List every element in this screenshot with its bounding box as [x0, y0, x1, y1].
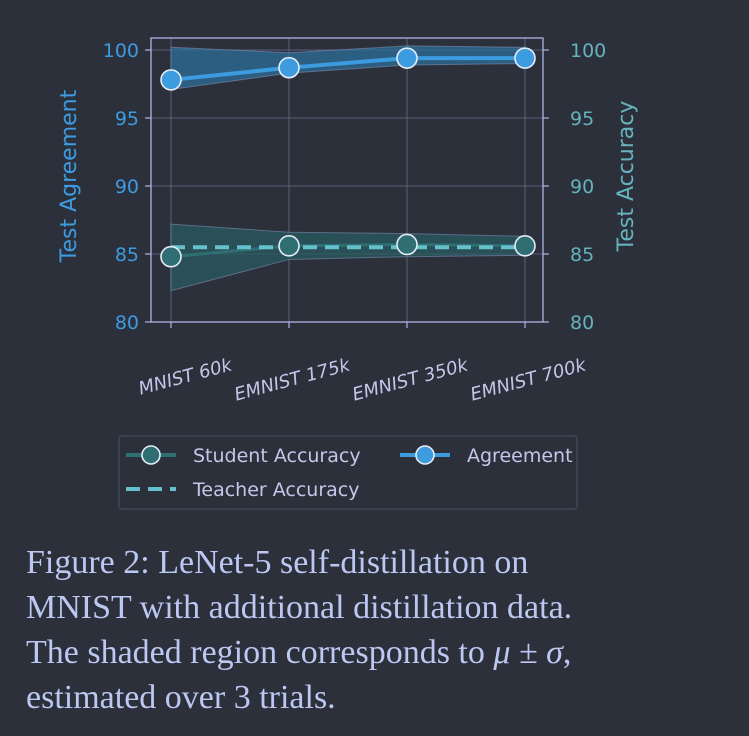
legend-label-agreement: Agreement	[467, 445, 573, 467]
caption-line-3: The shaded region corresponds to μ ± σ,	[26, 630, 726, 675]
x-tick-label: EMNIST 700k	[468, 354, 590, 405]
legend-frame	[118, 435, 578, 510]
legend-marker-student-accuracy	[141, 445, 161, 465]
series-lines	[170, 56, 526, 259]
line-student-accuracy	[170, 242, 526, 259]
point-agreement	[160, 69, 182, 91]
point-student-accuracy	[278, 235, 300, 257]
point-agreement	[396, 47, 418, 69]
legend-marker-agreement	[415, 445, 435, 465]
x-tick-label: EMNIST 350k	[350, 354, 472, 405]
y-axis-label-right: Test Accuracy	[614, 101, 639, 253]
y-tick-label-left: 85	[115, 244, 139, 266]
y-tick-label-right: 95	[570, 108, 594, 130]
x-tick-label: EMNIST 175k	[232, 354, 354, 405]
point-student-accuracy	[514, 235, 536, 257]
band-student-accuracy	[170, 223, 526, 292]
caption-line-3-text: The shaded region corresponds to	[26, 634, 494, 671]
caption-line-4: estimated over 3 trials.	[26, 679, 336, 716]
band-agreement	[170, 45, 526, 91]
y-tick-label-left: 100	[103, 40, 139, 62]
y-tick-label-right: 100	[570, 40, 606, 62]
y-axis-label-left: Test Agreement	[57, 89, 82, 263]
x-tick-label: MNIST 60k	[136, 354, 235, 399]
y-tick-label-left: 95	[115, 108, 139, 130]
legend-label-teacher-accuracy: Teacher Accuracy	[192, 479, 359, 501]
y-tick-label-right: 80	[570, 312, 594, 334]
caption-math: μ ± σ	[493, 634, 563, 671]
point-student-accuracy	[160, 245, 182, 268]
caption-line-2: MNIST with additional distillation data.	[26, 589, 573, 626]
caption-line-1: Figure 2: LeNet-5 self-distillation on	[26, 544, 529, 581]
y-tick-label-left: 80	[115, 312, 139, 334]
legend: Student Accuracy Agreement Teacher Accurac…	[118, 435, 578, 510]
line-agreement	[170, 56, 525, 82]
y-tick-label-left: 90	[115, 176, 139, 198]
confidence-bands	[170, 45, 526, 292]
point-agreement	[514, 47, 536, 69]
point-agreement	[278, 56, 300, 79]
y-tick-label-right: 85	[570, 244, 594, 266]
y-tick-label-right: 90	[570, 176, 594, 198]
caption-line-3-end: ,	[562, 634, 572, 671]
point-student-accuracy	[396, 233, 418, 256]
plot-frame	[150, 37, 544, 323]
legend-label-student-accuracy: Student Accuracy	[193, 445, 361, 467]
figure-caption: Figure 2: LeNet-5 self-distillation on M…	[26, 540, 726, 720]
series-points	[160, 47, 536, 268]
